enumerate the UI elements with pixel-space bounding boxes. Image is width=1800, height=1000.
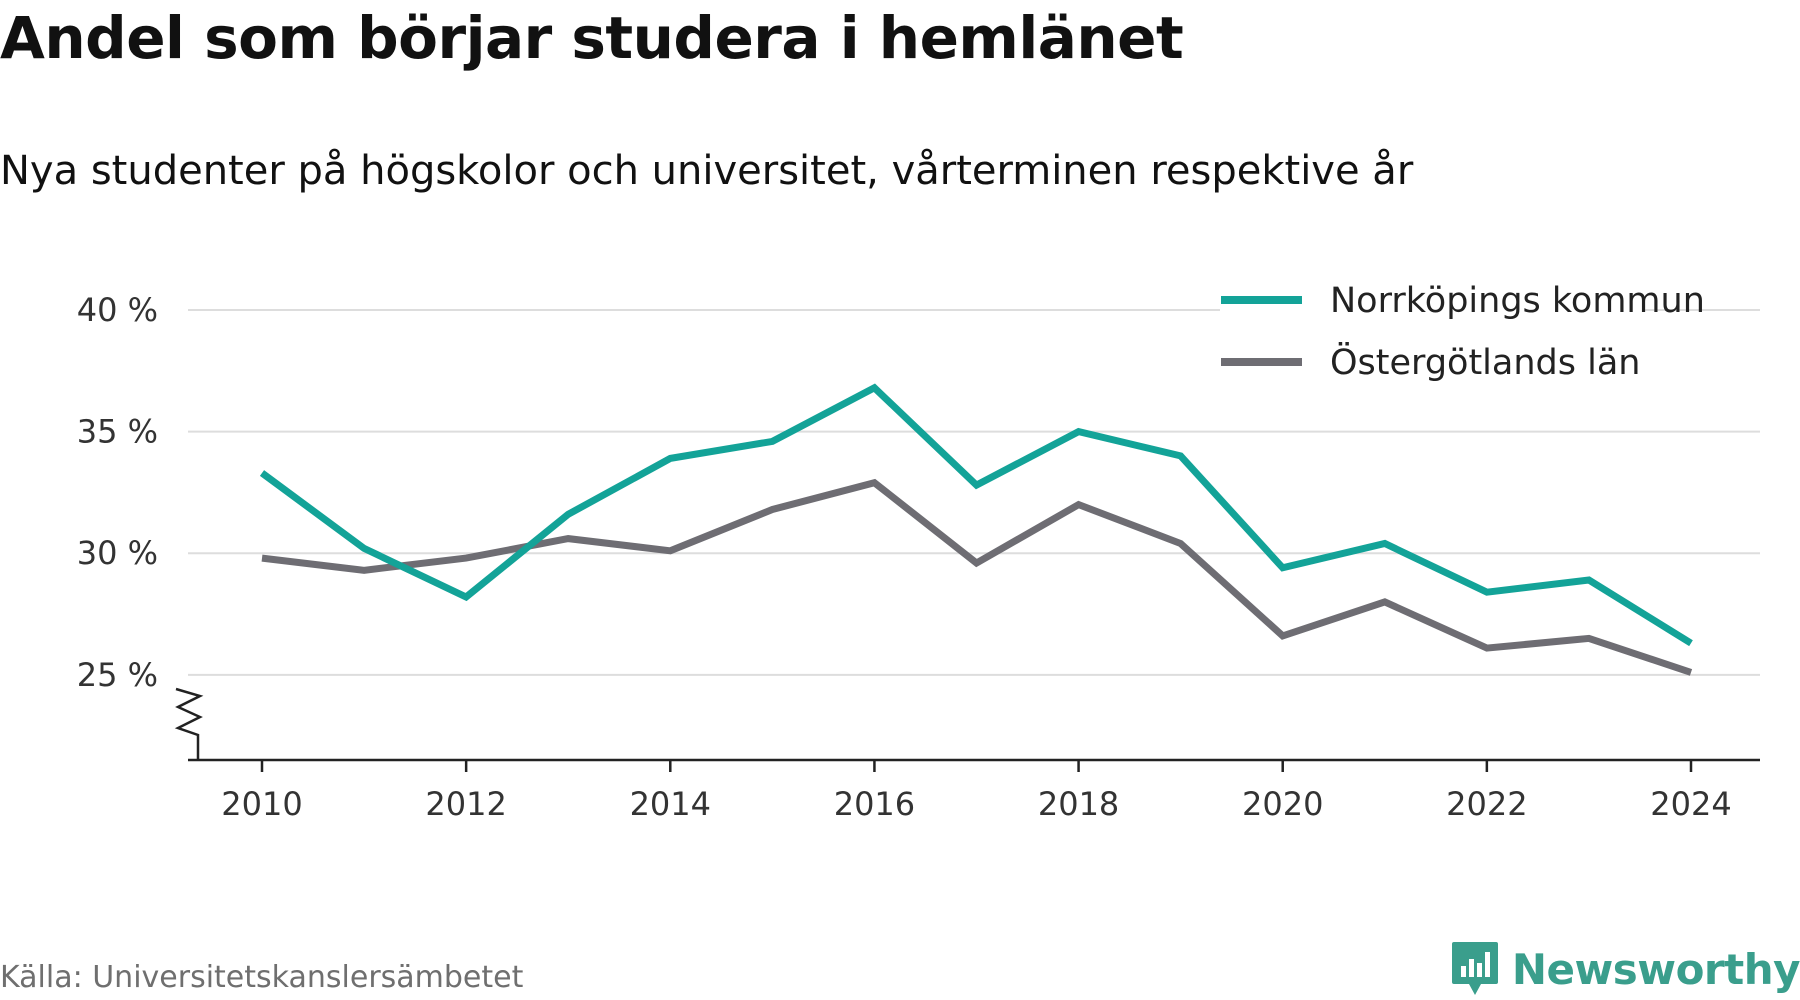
chart-subtitle: Nya studenter på högskolor och universit… [0,148,1414,194]
x-tick-label-2022: 2022 [1446,785,1527,823]
axes: 25 % 30 % 35 % 40 % 2010 2012 2014 2016 2018 2020… [77,291,1760,823]
x-tick-label-2010: 2010 [221,785,302,823]
newsworthy-chart-bubble-icon [1451,942,1498,995]
series-line-ostergotland [261,478,1693,676]
y-tick-label-30: 30 % [77,534,158,572]
brand-logo: Newsworthy [1450,940,1800,998]
x-tick-label-2016: 2016 [834,785,915,823]
line-chart: 25 % 30 % 35 % 40 % 2010 2012 2014 2016 2018 2020… [76,276,1760,823]
x-tick-label-2018: 2018 [1038,785,1119,823]
brand-name: Newsworthy [1511,944,1800,994]
y-tick-label-40: 40 % [77,291,158,329]
legend: Norrköpings kommun Östergötlands län [1220,276,1705,386]
source-note: Källa: Universitetskanslersämbetet [0,960,524,995]
series-lines [259,383,1693,676]
legend-label-ostergotland: Östergötlands län [1330,341,1640,383]
chart-title: Andel som börjar studera i hemlänet [0,4,1184,72]
axis-break-icon [174,687,204,760]
x-tick-label-2014: 2014 [630,785,711,823]
y-tick-label-35: 35 % [77,413,158,451]
y-tick-label-25: 25 % [77,656,158,694]
series-line-norrkoping [259,383,1693,647]
legend-label-norrkoping: Norrköpings kommun [1330,281,1705,321]
x-tick-label-2024: 2024 [1650,785,1731,823]
x-tick-label-2012: 2012 [425,785,506,823]
x-tick-label-2020: 2020 [1242,785,1323,823]
